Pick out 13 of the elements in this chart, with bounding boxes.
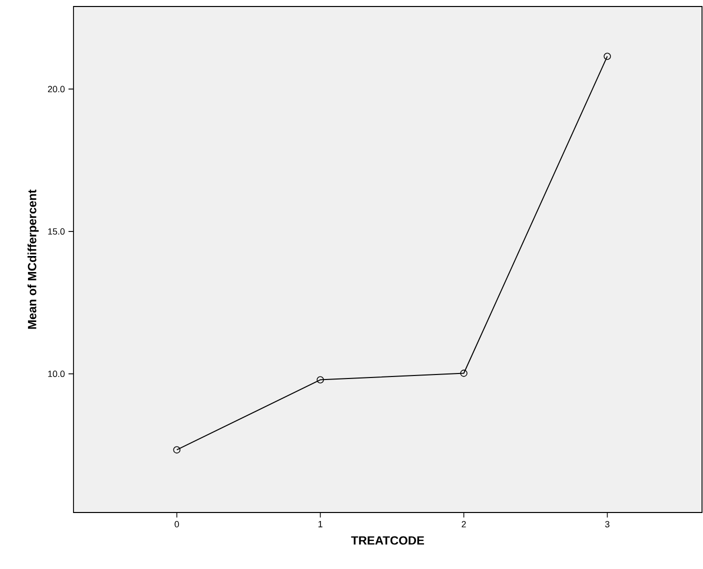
point bbox=[460, 370, 468, 377]
point bbox=[173, 446, 180, 454]
x-tick-label: 2 bbox=[462, 521, 466, 528]
y-tick-label: 15.0 bbox=[48, 228, 65, 235]
x-tick-label: 3 bbox=[605, 521, 610, 528]
y-axis-title: Mean of MCdifferpercent bbox=[28, 190, 39, 329]
point bbox=[604, 52, 611, 60]
x-tick-label: 0 bbox=[174, 521, 179, 528]
x-axis-title: TREATCODE bbox=[351, 536, 424, 545]
point bbox=[316, 376, 324, 384]
x-tick-label: 1 bbox=[318, 521, 322, 528]
y-tick-label: 10.0 bbox=[48, 370, 65, 378]
y-tick-label: 20.0 bbox=[48, 86, 65, 92]
